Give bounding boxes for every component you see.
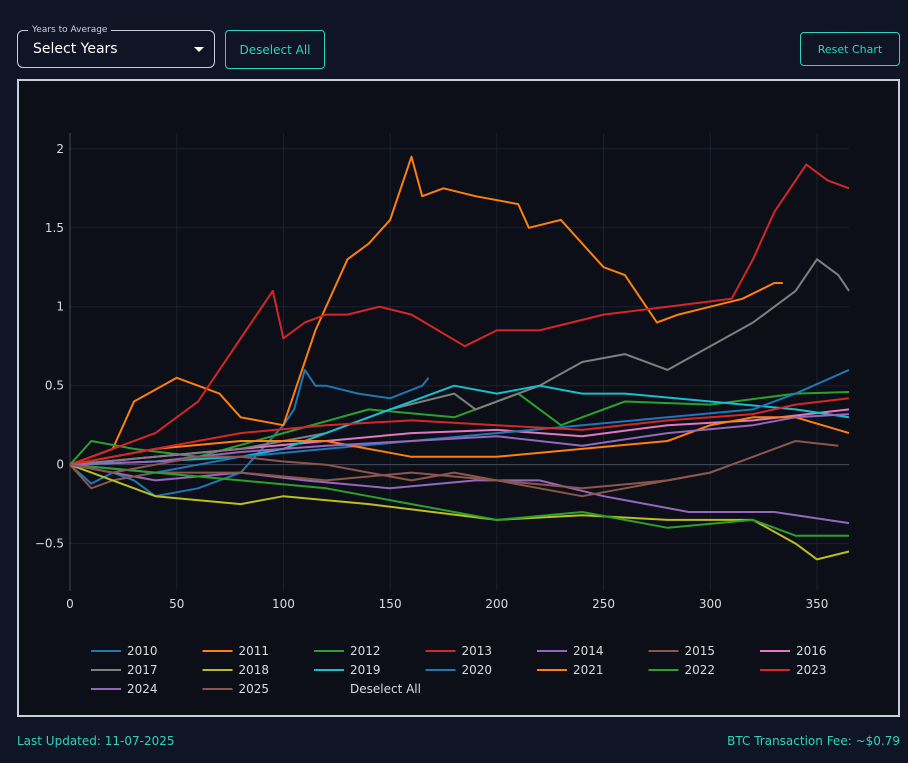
series-line-2018 [69, 463, 850, 561]
line-chart: 0 50 100 150 200 250 300 350 −0.5 0 0.5 1 1.5 2 2010 20… [35, 133, 850, 696]
x-tick-label: 300 [699, 597, 722, 611]
chart-frame: 0 50 100 150 200 250 300 350 −0.5 0 0.5 1 1.5 2 2010 20… [17, 79, 900, 717]
x-tick-label: 50 [169, 597, 184, 611]
legend-label-2015: 2015 [685, 644, 716, 658]
y-tick-label: 0.5 [45, 379, 64, 393]
legend-label-2022: 2022 [685, 663, 716, 677]
dropdown-arrow-icon [194, 47, 204, 52]
x-tick-label: 350 [806, 597, 829, 611]
legend-label-2010: 2010 [127, 644, 158, 658]
legend-label-2020: 2020 [462, 663, 493, 677]
x-tick-label: 250 [592, 597, 615, 611]
series-line-2010 [69, 368, 430, 498]
legend-label-2011: 2011 [239, 644, 270, 658]
legend-label-2018: 2018 [239, 663, 270, 677]
legend-label-2025: 2025 [239, 682, 270, 696]
last-updated-label: Last Updated: [17, 734, 101, 748]
transaction-fee: BTC Transaction Fee: ~$0.79 [727, 734, 900, 748]
series-line-2019 [69, 384, 850, 466]
y-tick-label: 0 [56, 458, 64, 472]
years-to-average-select[interactable]: Years to Average Select Years [17, 23, 215, 68]
y-tick-label: −0.5 [35, 537, 64, 551]
series-line-2023 [69, 397, 850, 466]
legend-label-2012: 2012 [350, 644, 381, 658]
legend-label-2014: 2014 [573, 644, 604, 658]
legend-label-2017: 2017 [127, 663, 158, 677]
fee-value: ~$0.79 [855, 734, 900, 748]
reset-chart-button[interactable]: Reset Chart [800, 32, 900, 66]
series-line-2022 [69, 463, 849, 537]
series-line-2024 [69, 413, 850, 466]
y-tick-label: 1 [56, 300, 64, 314]
series-line-2020 [69, 368, 850, 474]
years-select-value: Select Years [33, 41, 118, 57]
deselect-all-button[interactable]: Deselect All [225, 30, 325, 69]
series-line-2021 [69, 416, 850, 466]
series-line-2025 [69, 455, 732, 498]
x-tick-label: 200 [485, 597, 508, 611]
last-updated: Last Updated: 11-07-2025 [17, 734, 175, 748]
legend-label-2019: 2019 [350, 663, 381, 677]
legend-label-2021: 2021 [573, 663, 604, 677]
series-line-2017 [69, 258, 850, 466]
series-line-2012 [69, 391, 850, 466]
legend-label-2016: 2016 [796, 644, 827, 658]
legend-label-2013: 2013 [462, 644, 493, 658]
y-tick-label: 1.5 [45, 221, 64, 235]
legend-label-2023: 2023 [796, 663, 827, 677]
series-line-2015 [69, 440, 839, 490]
fee-label: BTC Transaction Fee: [727, 734, 852, 748]
series-line-2013 [69, 163, 850, 466]
x-tick-label: 0 [66, 597, 74, 611]
y-tick-label: 2 [56, 142, 64, 156]
x-tick-label: 150 [379, 597, 402, 611]
series-line-2014 [69, 463, 850, 525]
series-line-2011 [69, 155, 783, 466]
last-updated-value: 11-07-2025 [104, 734, 175, 748]
legend-label-2024: 2024 [127, 682, 158, 696]
x-tick-label: 100 [272, 597, 295, 611]
years-select-label: Years to Average [28, 23, 112, 37]
legend-deselect-all: Deselect All [350, 682, 421, 696]
